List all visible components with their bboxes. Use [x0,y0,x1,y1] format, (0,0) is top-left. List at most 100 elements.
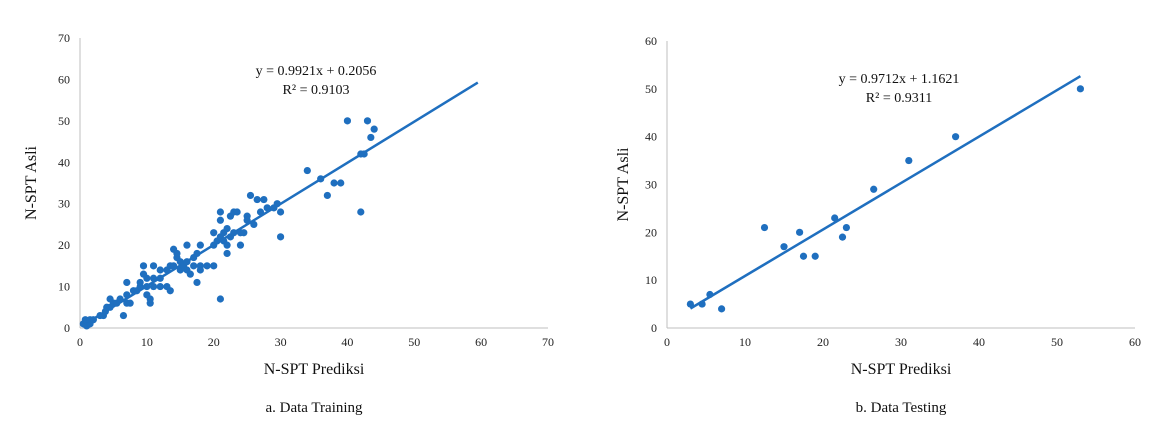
x-axis-title: N-SPT Prediksi [851,361,952,378]
data-point [223,224,231,233]
x-tick-label: 10 [141,335,153,349]
y-tick-label: 20 [58,238,70,252]
data-point [146,295,154,303]
data-point [203,262,211,270]
data-point [196,262,204,270]
data-point [230,229,238,237]
chart-panel-training: 0 10 20 30 40 50 60 70 0 10 20 30 40 50 60 70 N-SPT Pred… [23,31,554,416]
data-point [143,282,151,291]
data-point [357,208,365,216]
data-point [698,300,706,308]
data-point [166,287,174,295]
data-point [143,274,151,282]
r-squared-label: R² = 0.9311 [866,91,932,106]
data-point [263,204,271,212]
data-point [276,233,285,241]
y-tick-label: 0 [64,321,70,335]
chart-caption: a. Data Training [265,400,363,416]
data-point [116,295,124,303]
y-tick-label: 60 [58,72,70,86]
data-point [337,179,345,187]
y-tick-label: 30 [645,178,657,192]
data-point [870,185,878,193]
data-point [123,291,131,299]
y-axis-title: N-SPT Asli [23,145,40,220]
data-point [119,311,128,320]
y-tick-label: 40 [58,155,70,169]
data-point [139,262,148,270]
trendline-equation: y = 0.9712x + 1.1621 [839,72,960,87]
data-point [223,241,231,249]
data-point [193,249,201,258]
data-point [330,179,338,187]
data-point [149,282,158,291]
data-point [317,175,325,183]
data-point [210,262,218,270]
data-point [106,295,114,303]
x-tick-label: 30 [275,335,287,349]
chart-panel-testing: 0 10 20 30 40 50 60 0 10 20 30 40 50 60 N-SPT Prediksi… [615,34,1141,416]
y-tick-label: 0 [651,321,657,335]
data-point [370,125,378,133]
data-point [183,258,191,266]
x-tick-label: 0 [77,335,83,349]
data-point [253,195,261,204]
data-point [216,295,224,303]
x-tick-label: 20 [817,335,829,349]
x-tick-label: 60 [1129,335,1141,349]
data-point [276,208,285,216]
y-tick-label: 60 [645,34,657,48]
data-point [216,216,224,224]
y-tick-label: 20 [645,225,657,239]
y-axis-title: N-SPT Asli [615,147,632,222]
x-tick-label: 50 [1051,335,1063,349]
data-point [952,133,960,141]
data-point [360,150,368,158]
data-point [156,266,164,274]
data-point [706,290,714,299]
data-point [193,278,201,287]
y-tick-label: 50 [58,114,70,128]
data-point [811,252,819,260]
data-point [170,262,178,270]
y-tick-label: 30 [58,197,70,211]
data-point [173,249,181,258]
data-point [363,117,372,125]
data-point [190,262,198,270]
data-point [686,300,695,308]
x-tick-label: 50 [408,335,420,349]
y-tick-label: 10 [58,280,70,294]
data-point [842,223,851,232]
y-tick-label: 40 [645,130,657,144]
data-point [236,241,245,249]
data-point [233,208,241,216]
x-tick-label: 30 [895,335,907,349]
x-tick-label: 10 [739,335,751,349]
data-point [210,229,218,237]
x-tick-label: 20 [208,335,220,349]
data-point [136,278,144,287]
y-tick-label: 50 [645,82,657,96]
data-point [780,243,788,251]
chart-caption: b. Data Testing [856,400,947,416]
r-squared-label: R² = 0.9103 [283,83,350,98]
data-point [240,229,248,237]
data-point [89,316,97,324]
trendline [689,75,1082,310]
data-point [246,191,255,200]
data-point [149,262,158,270]
x-axis-title: N-SPT Prediksi [264,361,365,378]
data-point [323,191,331,200]
data-point [799,252,808,260]
data-point [838,233,847,241]
x-tick-label: 0 [664,335,670,349]
data-point [156,282,164,291]
data-point [196,241,204,249]
data-point [243,216,251,224]
trendline-equation: y = 0.9921x + 0.2056 [256,64,377,79]
data-point [796,228,804,236]
data-point [367,133,375,142]
data-point [149,274,158,282]
x-tick-label: 60 [475,335,487,349]
